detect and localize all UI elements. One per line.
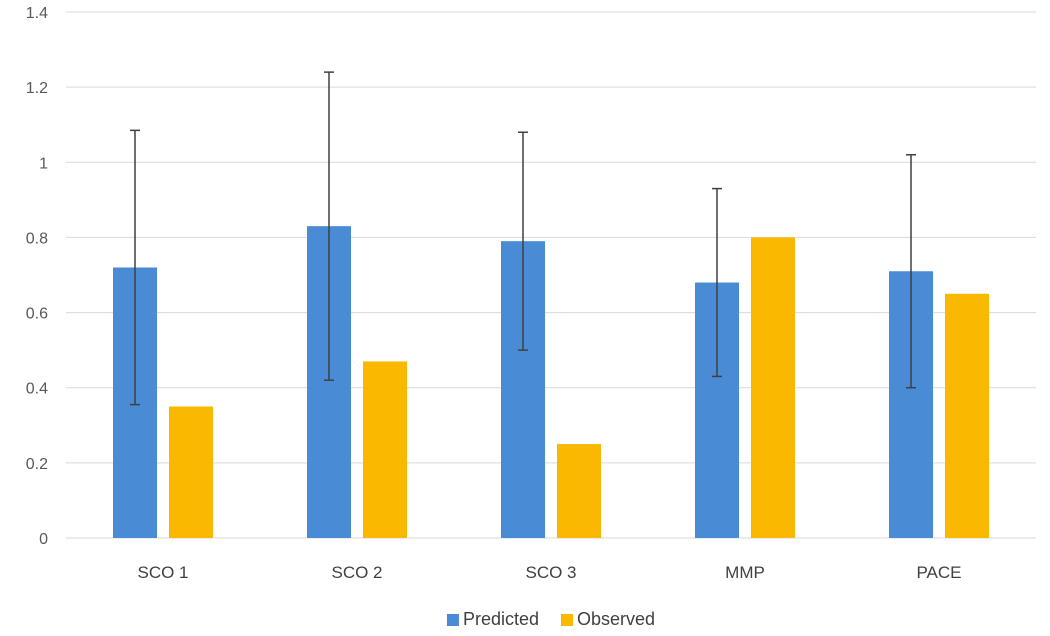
bars — [113, 226, 989, 538]
legend-item-observed: Observed — [561, 609, 655, 629]
y-tick-label: 1.4 — [26, 5, 48, 22]
error-bar — [712, 187, 722, 378]
error-bar — [324, 71, 334, 381]
error-bar — [518, 131, 528, 351]
legend-label: Observed — [577, 609, 655, 629]
y-tick-label: 1 — [39, 155, 48, 172]
y-axis-ticks: 0 0.2 0.4 0.6 0.8 1 1.2 1.4 — [26, 5, 48, 548]
x-tick-label: SCO 2 — [331, 563, 382, 582]
y-tick-label: 0.6 — [26, 306, 48, 323]
bar-observed — [751, 237, 795, 538]
x-axis-ticks: SCO 1 SCO 2 SCO 3 MMP PACE — [137, 563, 961, 582]
y-tick-label: 0.4 — [26, 381, 48, 398]
legend-swatch — [561, 614, 573, 626]
x-tick-label: SCO 1 — [137, 563, 188, 582]
error-bar — [130, 129, 140, 406]
y-tick-label: 1.2 — [26, 80, 48, 97]
legend-label: Predicted — [463, 609, 539, 629]
legend-item-predicted: Predicted — [446, 609, 539, 629]
legend: Predicted Observed — [446, 609, 655, 629]
x-tick-label: PACE — [916, 563, 961, 582]
x-tick-label: MMP — [725, 563, 765, 582]
x-tick-label: SCO 3 — [525, 563, 576, 582]
y-tick-label: 0 — [39, 531, 48, 548]
error-bars — [130, 71, 916, 406]
legend-swatch — [446, 614, 459, 626]
bar-observed — [945, 293, 989, 538]
gridlines — [66, 11, 1036, 539]
y-tick-label: 0.8 — [26, 230, 48, 247]
bar-observed — [557, 444, 601, 538]
error-bar — [906, 154, 916, 389]
bar-observed — [363, 361, 407, 538]
y-tick-label: 0.2 — [26, 456, 48, 473]
bar-observed — [169, 406, 213, 538]
